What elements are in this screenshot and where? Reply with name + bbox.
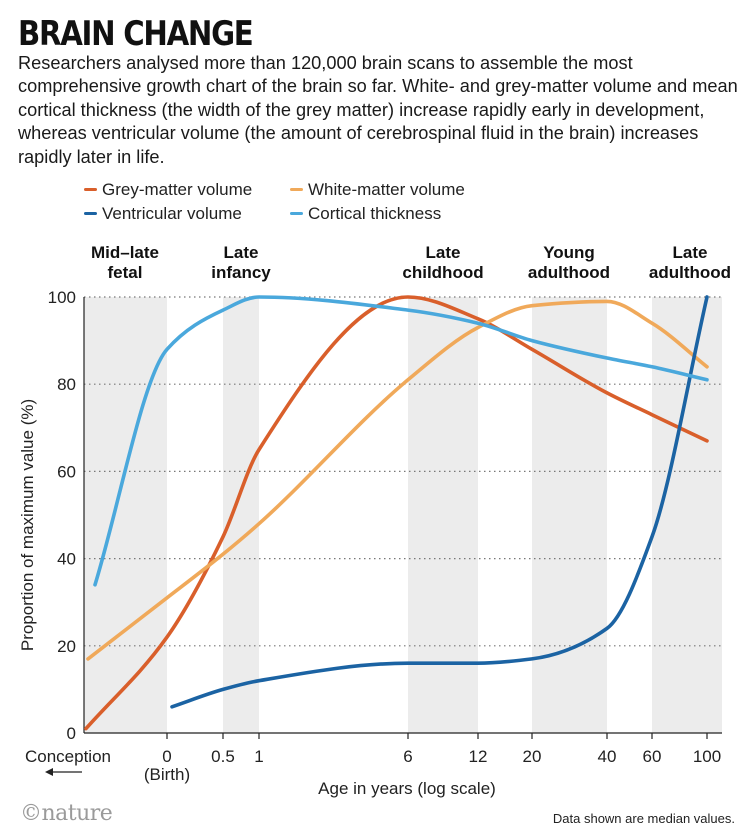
y-tick-label: 20 [57,637,76,656]
stage-band [408,297,478,733]
stage-label: adulthood [649,263,731,282]
x-tick-label: 100 [693,747,721,766]
x-axis-title: Age in years (log scale) [318,779,496,798]
legend-swatch [290,212,303,215]
nature-logo: ©nature [20,801,113,826]
stage-label: adulthood [528,263,610,282]
legend-label: White-matter volume [308,180,465,199]
x-tick-label: 0 [162,747,171,766]
footer-note: Data shown are median values. [552,811,735,826]
y-tick-label: 60 [57,462,76,481]
x-tick-label: 20 [523,747,542,766]
stage-band [223,297,259,733]
stage-label: Young [543,243,595,262]
y-tick-label: 100 [48,288,76,307]
x-tick-label: 1 [254,747,263,766]
series-line-cortical-thickness [93,295,709,587]
series-line-white-matter [86,299,709,661]
stage-label: Late [426,243,461,262]
x-tick-sublabel: (Birth) [144,765,190,784]
chart-title: BRAIN CHANGE [18,14,254,54]
x-tick-label: 60 [643,747,662,766]
legend-swatch [84,212,97,215]
stage-band [652,297,722,733]
stage-label: Mid–late [91,243,159,262]
y-tick-label: 40 [57,550,76,569]
x-tick-label: 0.5 [211,747,235,766]
series-line-ventricular [170,295,709,709]
legend-swatch [290,188,303,191]
y-axis-title: Proportion of maximum value (%) [18,399,37,651]
legend-label: Grey-matter volume [102,180,253,199]
legend-swatch [84,188,97,191]
stage-label: fetal [108,263,143,282]
stage-label: childhood [402,263,483,282]
x-tick-label: Conception [25,747,111,766]
legend-label: Ventricular volume [102,204,242,223]
y-tick-label: 0 [67,724,76,743]
x-tick-label: 6 [403,747,412,766]
series-line-grey-matter [84,295,709,731]
stage-band [532,297,607,733]
left-arrow-head [45,768,53,776]
stage-band [84,297,167,733]
intro-text: Researchers analysed more than 120,000 b… [18,53,738,167]
stage-label: infancy [211,263,271,282]
y-tick-label: 80 [57,375,76,394]
x-tick-label: 40 [598,747,617,766]
stage-label: Late [673,243,708,262]
stage-label: Late [224,243,259,262]
x-tick-label: 12 [469,747,488,766]
legend-label: Cortical thickness [308,204,442,223]
